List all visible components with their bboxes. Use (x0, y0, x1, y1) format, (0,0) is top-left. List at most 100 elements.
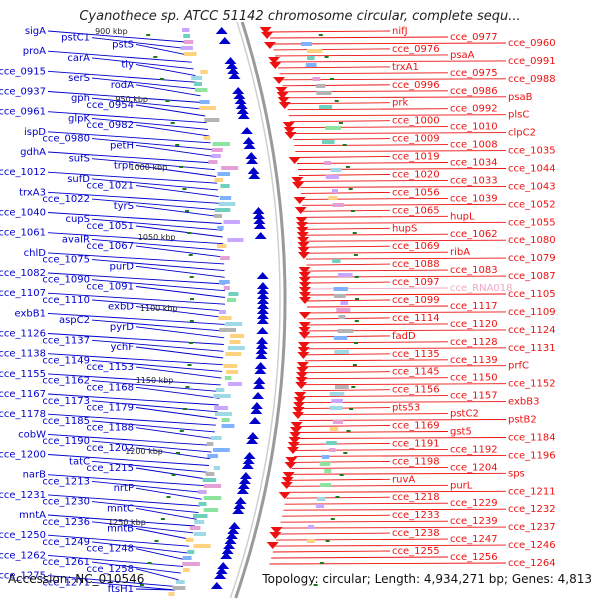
gene-label[interactable]: cce_0992 (450, 104, 498, 115)
gene-label[interactable]: psaA (450, 50, 475, 61)
gene-label[interactable]: cce_1055 (508, 217, 556, 228)
gene-label[interactable]: ruvA (392, 474, 415, 485)
gene-label[interactable]: cce_1248 (86, 544, 134, 555)
gene-label[interactable]: ispD (24, 127, 46, 138)
gene-label[interactable]: cce_0915 (0, 66, 46, 77)
gene-label[interactable]: cce_0937 (0, 87, 46, 98)
gene-label[interactable]: cce_1083 (450, 265, 498, 276)
gene-label[interactable]: ftsH1 (108, 584, 134, 595)
gene-label[interactable]: clpC2 (508, 128, 536, 139)
gene-label[interactable]: cce_1109 (508, 307, 556, 318)
gene-label[interactable]: tly (121, 60, 134, 71)
gene-label[interactable]: cce_0982 (86, 120, 134, 131)
gene-label[interactable]: cce_1202 (86, 443, 134, 454)
gene-label[interactable]: mntB (107, 524, 134, 535)
gene-label[interactable]: cce_1149 (42, 355, 90, 366)
gene-label[interactable]: aspC2 (59, 315, 90, 326)
gene-label[interactable]: cce_1239 (450, 516, 498, 527)
gene-label[interactable]: cce_0954 (86, 100, 134, 111)
gene-label[interactable]: cce_1179 (86, 403, 134, 414)
gene-label[interactable]: cce_1155 (0, 369, 46, 380)
gene-label[interactable]: cce_1062 (450, 229, 498, 240)
gene-label[interactable]: cce_1099 (392, 295, 440, 306)
gene-label[interactable]: gst5 (450, 427, 472, 438)
gene-label[interactable]: tatC (69, 456, 90, 467)
gene-label[interactable]: mntC (107, 503, 134, 514)
gene-label[interactable]: cce_1152 (508, 379, 556, 390)
gene-label[interactable]: carA (67, 53, 90, 64)
gene-label[interactable]: cce_1218 (392, 492, 440, 503)
gene-label[interactable]: cce_1039 (450, 193, 498, 204)
gene-label[interactable]: cce_1196 (508, 450, 556, 461)
gene-label[interactable]: cce_1080 (508, 235, 556, 246)
gene-label[interactable]: cce_1184 (508, 433, 556, 444)
gene-labels[interactable]: sigA pstC1 pstS proA carA tly cce_0915 serS rodA… (0, 26, 556, 595)
gene-label[interactable]: cce_1153 (86, 362, 134, 373)
gene-label[interactable]: cce_1230 (42, 497, 90, 508)
gene-label[interactable]: trxA3 (19, 187, 46, 198)
gene-label[interactable]: cce_1110 (42, 295, 90, 306)
gene-label[interactable]: cce_1198 (392, 456, 440, 467)
gene-label[interactable]: cce_0996 (392, 80, 440, 91)
gene-label[interactable]: cce_0976 (392, 44, 440, 55)
gene-label[interactable]: prfC (508, 361, 529, 372)
gene-label[interactable]: petH (110, 140, 134, 151)
gene-label[interactable]: pyrD (110, 322, 134, 333)
gene-label[interactable]: purL (450, 480, 473, 491)
gene-label[interactable]: cce_1008 (450, 140, 498, 151)
gene-label[interactable]: cce_1043 (508, 181, 556, 192)
gene-label[interactable]: cce_1261 (42, 557, 90, 568)
gene-label[interactable]: cce_1229 (450, 498, 498, 509)
gene-label[interactable]: cce_1033 (450, 175, 498, 186)
gene-label[interactable]: cce_1200 (0, 450, 46, 461)
gene-label[interactable]: narB (23, 470, 47, 481)
gene-label[interactable]: avaIR (62, 234, 90, 245)
gene-label[interactable]: cce_1009 (392, 134, 440, 145)
gene-label[interactable]: cce_0961 (0, 107, 46, 118)
gene-label[interactable]: ychF (110, 342, 134, 353)
gene-label[interactable]: cce_1247 (450, 534, 498, 545)
gene-label[interactable]: cce_1167 (0, 389, 46, 400)
gene-label[interactable]: cce_1188 (86, 423, 134, 434)
gene-label[interactable]: cce_1019 (392, 152, 440, 163)
gene-label[interactable]: cce_1156 (392, 385, 440, 396)
gene-label[interactable]: cce_1231 (0, 490, 46, 501)
gene-label[interactable]: cce_1135 (392, 349, 440, 360)
gene-label[interactable]: plsC (508, 110, 529, 121)
gene-label[interactable]: purD (110, 261, 135, 272)
gene-label[interactable]: cce_1091 (86, 282, 134, 293)
gene-label[interactable]: cce_1138 (0, 349, 46, 360)
gene-label[interactable]: cce_1012 (0, 167, 46, 178)
gene-label[interactable]: cce_1204 (450, 462, 498, 473)
gene-label[interactable]: cce_1051 (86, 221, 134, 232)
gene-label[interactable]: cce_1173 (42, 396, 90, 407)
gene-label[interactable]: cce_1264 (508, 558, 556, 569)
gene-label[interactable]: cce_1034 (450, 158, 498, 169)
gene-label[interactable]: cce_1192 (450, 444, 498, 455)
gene-label[interactable]: cce_1168 (86, 382, 134, 393)
gene-label[interactable]: cce_0960 (508, 38, 556, 49)
gene-label[interactable]: cce_1137 (42, 335, 90, 346)
gene-label[interactable]: cce_1097 (392, 277, 440, 288)
gene-label[interactable]: cce_1124 (508, 325, 556, 336)
gene-label[interactable]: exbB1 (15, 308, 46, 319)
gene-label[interactable]: prk (392, 98, 408, 109)
gene-label[interactable]: cce_1114 (392, 313, 440, 324)
gene-label[interactable]: cce_1191 (392, 438, 440, 449)
gene-label[interactable]: cce_1079 (508, 253, 556, 264)
gene-label[interactable]: cce_1069 (392, 241, 440, 252)
gene-label[interactable]: cce_1185 (42, 416, 90, 427)
gene-label[interactable]: cce_1010 (450, 122, 498, 133)
gene-label[interactable]: ribA (450, 247, 470, 258)
gene-label[interactable]: pstC1 (61, 33, 90, 44)
gene-label[interactable]: cce_1117 (450, 301, 498, 312)
gene-label[interactable]: nifJ (392, 26, 408, 37)
gene-label[interactable]: pstC2 (450, 409, 479, 420)
gene-label[interactable]: cce_1150 (450, 373, 498, 384)
gene-label[interactable]: cce_1236 (42, 517, 90, 528)
gene-label[interactable]: rodA (111, 80, 134, 91)
gene-label[interactable]: cce_1255 (392, 546, 440, 557)
gene-label[interactable]: cce_1107 (0, 288, 46, 299)
gene-label[interactable]: cce_1065 (392, 205, 440, 216)
gene-label[interactable]: cce_1020 (392, 170, 440, 181)
